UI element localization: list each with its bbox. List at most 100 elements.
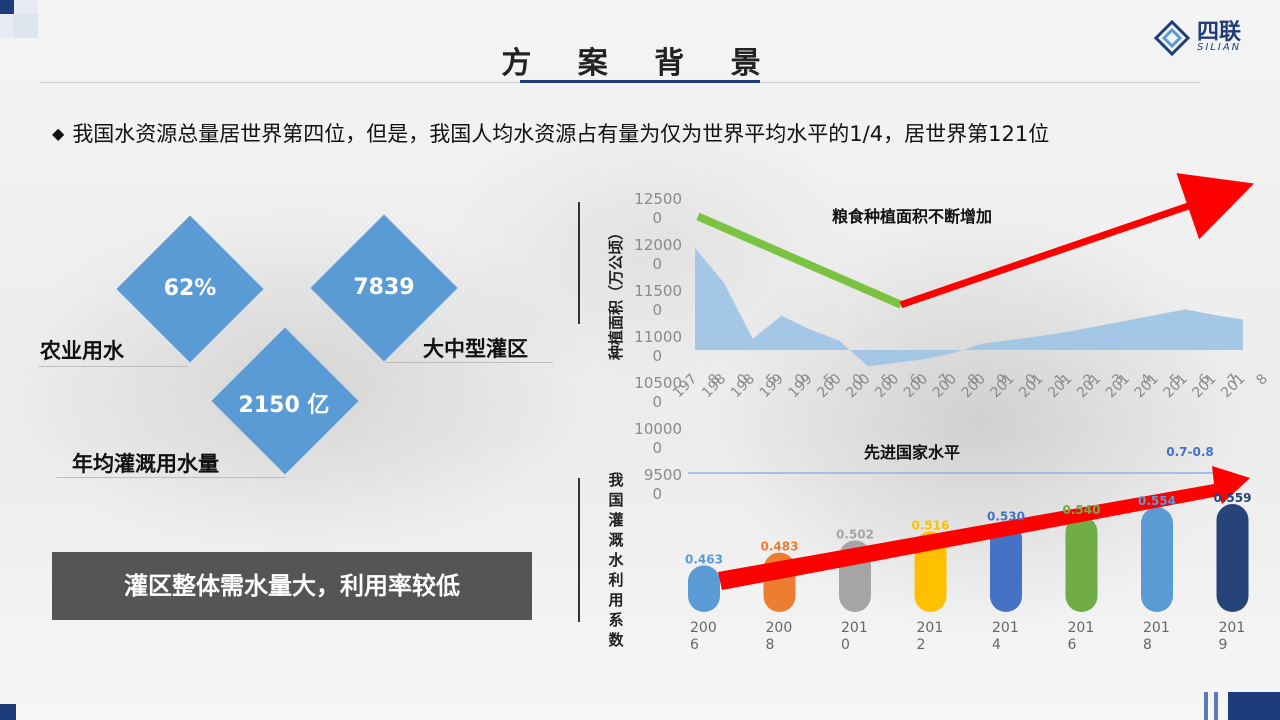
bar-value-label: 0.483 (761, 540, 799, 554)
logo-text: 四联 (1197, 20, 1242, 45)
bar-value-label: 0.540 (1063, 503, 1101, 517)
y-tick-label-sub: 0 (652, 209, 662, 227)
stat-label-irrigation-volume: 年均灌溉用水量 (72, 452, 219, 476)
bar-category-label: 200 (766, 620, 793, 636)
stat-underline-irrigation-volume (56, 477, 286, 478)
corner-decoration-bottom-right (1200, 692, 1280, 720)
y-tick-label: 12000 (634, 236, 682, 254)
area-series (695, 248, 1243, 367)
bar-value-label: 0.530 (987, 510, 1025, 524)
x-tick-text: 201 (1016, 371, 1046, 401)
background-statement: ◆ 我国水资源总量居世界第四位，但是，我国人均水资源占有量为仅为世界平均水平的1/… (52, 118, 1049, 148)
bar-category-label-sub: 4 (992, 637, 1001, 653)
bar-category-label: 201 (992, 620, 1019, 636)
stat-value-agri-water: 62% (163, 276, 217, 301)
x-tick-text: 201 (1074, 371, 1104, 401)
x-tick-text: 200 (901, 371, 931, 401)
title-divider-accent (520, 80, 760, 83)
stat-label-agri-water: 农业用水 (40, 339, 124, 363)
y-tick-label: 9500 (644, 466, 682, 484)
silian-logo-icon (1153, 19, 1191, 57)
bar-category-label: 201 (1068, 620, 1095, 636)
bar-category-label: 201 (1143, 620, 1170, 636)
bar-category-label: 201 (841, 620, 868, 636)
trend-down-arrow (696, 212, 903, 309)
page-title: 方 案 背 景 (501, 46, 779, 81)
x-tick-text: 199 (757, 371, 787, 401)
bar-category-label-sub: 8 (1143, 637, 1152, 653)
x-tick-text: 201 (1045, 371, 1075, 401)
trend-arrow (718, 466, 1250, 590)
y-tick-label-sub: 0 (652, 301, 662, 319)
bar-value-label: 0.559 (1214, 491, 1252, 505)
x-tick-text: 201 (1132, 371, 1162, 401)
area-chart-separator (578, 202, 580, 324)
bar-category-label-sub: 2 (917, 637, 926, 653)
y-tick-label-sub: 0 (652, 439, 662, 457)
bar-category-label-sub: 6 (1068, 637, 1077, 653)
bar-ylabel-char: 用 (608, 591, 624, 609)
x-tick-text: 201 (1189, 371, 1219, 401)
reference-value-label: 0.7-0.8 (1166, 445, 1214, 459)
bar-chart-separator (578, 478, 580, 622)
x-tick-text-sub: 8 (1253, 371, 1271, 389)
corner-decoration-bottom-left (0, 704, 16, 720)
x-tick-text: 201 (1103, 371, 1133, 401)
bar (688, 565, 720, 612)
bar-ylabel-char: 我 (608, 471, 624, 489)
bar-ylabel-char: 灌 (608, 511, 624, 529)
x-tick-text: 201 (1161, 371, 1191, 401)
x-tick-text: 200 (843, 371, 873, 401)
y-tick-label: 10000 (634, 420, 682, 438)
y-tick-label-sub: 0 (652, 393, 662, 411)
x-tick-text: 201 (987, 371, 1017, 401)
stat-underline-irrigation-districts (385, 362, 553, 363)
bar-value-label: 0.516 (912, 519, 950, 533)
bar-value-label: 0.502 (836, 527, 874, 541)
x-tick-text: 200 (872, 371, 902, 401)
bar (1141, 507, 1173, 612)
y-tick-label-sub: 0 (652, 255, 662, 273)
trend-up-arrow (899, 173, 1254, 309)
area-chart: 1250001200001150001100001050001000009500… (634, 173, 1271, 503)
x-tick-text: 199 (786, 371, 816, 401)
bar-value-label: 0.463 (685, 552, 723, 566)
bar-ylabel-char: 国 (608, 491, 624, 509)
x-tick-label: 201 8 (1218, 371, 1271, 401)
x-tick-text: 200 (930, 371, 960, 401)
y-tick-label-sub: 0 (652, 485, 662, 503)
y-tick-label: 10500 (634, 374, 682, 392)
y-tick-label: 12500 (634, 190, 682, 208)
stat-value-irrigation-volume: 2150 亿 (238, 393, 330, 418)
bar-ylabel-char: 利 (608, 571, 624, 589)
logo-subtext: SILIAN (1197, 42, 1242, 53)
bar-ylabel-char: 溉 (608, 531, 624, 549)
x-tick-text: 200 (814, 371, 844, 401)
bar-category-label-sub: 9 (1219, 637, 1228, 653)
x-tick-text: 198 (728, 371, 758, 401)
y-tick-label: 11000 (634, 328, 682, 346)
stat-underline-agri-water (38, 366, 188, 367)
bar-ylabel-char: 数 (608, 631, 624, 649)
reference-label: 先进国家水平 (864, 443, 960, 462)
bar-ylabel-char: 水 (608, 551, 624, 569)
stat-label-irrigation-districts: 大中型灌区 (423, 337, 528, 361)
statement-text: 我国水资源总量居世界第四位，但是，我国人均水资源占有量为仅为世界平均水平的1/4… (72, 122, 1050, 146)
bar (1216, 504, 1249, 612)
x-tick-text: 200 (959, 371, 989, 401)
area-chart-ylabel: 种植面积（万公顷） (607, 225, 625, 361)
conclusion-banner: 灌区整体需水量大，利用率较低 (52, 552, 532, 620)
stat-value-irrigation-districts: 7839 (353, 275, 415, 300)
bar-chart-ylabel: 我国灌溉水利用系数 (605, 470, 627, 650)
y-tick-label: 11500 (634, 282, 682, 300)
bar-chart: 先进国家水平 0.7-0.8 0.463 0.483 0.502 0.516 0.530 0.… (685, 443, 1251, 653)
bar-value-label: 0.554 (1138, 494, 1176, 508)
corner-decoration-top-left (0, 0, 40, 40)
bar-category-label: 201 (917, 620, 944, 636)
diamond-bullet-icon: ◆ (52, 124, 65, 143)
bar-category-label-sub: 0 (841, 637, 850, 653)
bar (1065, 516, 1098, 612)
bar-category-label: 201 (1219, 620, 1246, 636)
area-chart-ylabel-wrap: 种植面积（万公顷） (607, 225, 625, 361)
